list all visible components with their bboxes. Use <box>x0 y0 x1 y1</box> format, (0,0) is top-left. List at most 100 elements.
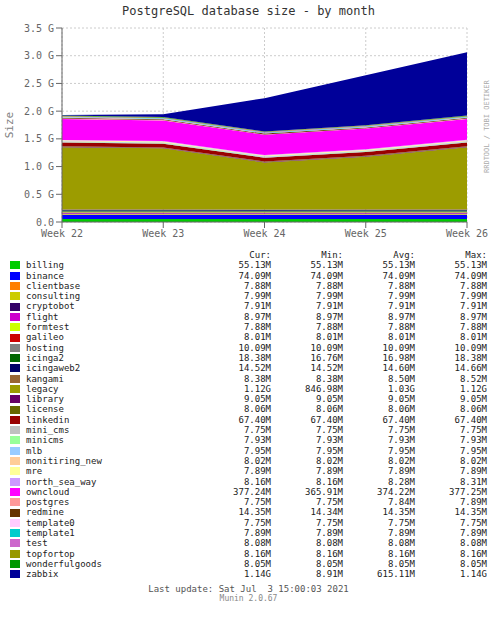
html-text:7.88M: 7.88M <box>315 280 343 291</box>
html-text:67.40M: 67.40M <box>382 414 415 425</box>
html-text:7.88M: 7.88M <box>459 280 487 291</box>
html-text:7.95M: 7.95M <box>387 445 415 456</box>
svg-text:3.0 G: 3.0 G <box>24 50 54 61</box>
html-text:8.06M: 8.06M <box>459 404 487 415</box>
html-text:8.52M: 8.52M <box>459 373 487 384</box>
html-text:7.88M: 7.88M <box>387 280 415 291</box>
svg-text:Week 25: Week 25 <box>345 228 387 239</box>
html-text:PostgreSQL database size - by: PostgreSQL database size - by month <box>122 4 375 18</box>
html-text:846.98M: 846.98M <box>305 383 343 394</box>
html-text:8.01M: 8.01M <box>387 332 415 343</box>
html-text:library: library <box>26 394 64 405</box>
html-text:8.01M: 8.01M <box>315 332 343 343</box>
html-text:8.01M: 8.01M <box>243 332 271 343</box>
html-text:8.97M: 8.97M <box>387 311 415 322</box>
svg-text:1.0 G: 1.0 G <box>24 161 54 172</box>
html-text:55.13M: 55.13M <box>310 260 343 271</box>
svg-text:Week 24: Week 24 <box>243 228 285 239</box>
html-text:7.91M: 7.91M <box>243 301 271 312</box>
svg-text:0.0: 0.0 <box>36 217 54 228</box>
html-text:9.05M: 9.05M <box>459 394 487 405</box>
html-text:7.99M: 7.99M <box>243 291 271 302</box>
html-text:9.05M: 9.05M <box>315 394 343 405</box>
html-text:8.50M: 8.50M <box>387 373 415 384</box>
svg-text:Week 22: Week 22 <box>41 228 83 239</box>
html-text:8.01M: 8.01M <box>459 332 487 343</box>
html-text:billing: billing <box>26 260 64 271</box>
html-text:7.88M: 7.88M <box>243 280 271 291</box>
html-text:7.95M: 7.95M <box>243 445 271 456</box>
html-text:14.52M: 14.52M <box>310 363 343 374</box>
html-text:14.52M: 14.52M <box>238 363 271 374</box>
html-text:clientbase: clientbase <box>26 280 81 291</box>
svg-text:1.5 G: 1.5 G <box>24 133 54 144</box>
html-text:7.93M: 7.93M <box>459 435 487 446</box>
html-text:7.88M: 7.88M <box>459 322 487 333</box>
html-text:7.93M: 7.93M <box>315 435 343 446</box>
html-text:8.06M: 8.06M <box>315 404 343 415</box>
html-text:10.09M: 10.09M <box>238 342 271 353</box>
html-text:74.09M: 74.09M <box>238 270 271 281</box>
html-text:mlb: mlb <box>26 445 43 456</box>
html-text:55.13M: 55.13M <box>238 260 271 271</box>
html-text:8.38M: 8.38M <box>315 373 343 384</box>
html-text:legacy: legacy <box>26 383 59 394</box>
html-text:10.09M: 10.09M <box>310 342 343 353</box>
html-text:7.88M: 7.88M <box>243 322 271 333</box>
html-text:14.66M: 14.66M <box>454 363 487 374</box>
html-text:7.88M: 7.88M <box>387 322 415 333</box>
html-text:14.60M: 14.60M <box>382 363 415 374</box>
html-text:7.99M: 7.99M <box>387 291 415 302</box>
html-text:galileo: galileo <box>26 332 64 343</box>
svg-text:Size: Size <box>8 112 16 139</box>
html-text:55.13M: 55.13M <box>454 260 487 271</box>
html-text:10.09M: 10.09M <box>454 342 487 353</box>
html-text:linkedin: linkedin <box>26 414 70 425</box>
html-text:license: license <box>26 404 64 415</box>
html-text:7.93M: 7.93M <box>243 435 271 446</box>
html-text:10.09M: 10.09M <box>382 342 415 353</box>
html-text:67.40M: 67.40M <box>310 414 343 425</box>
html-text:7.93M: 7.93M <box>387 435 415 446</box>
html-text:1.12G: 1.12G <box>243 383 271 394</box>
html-text:formtest: formtest <box>26 322 70 333</box>
svg-text:Week 26: Week 26 <box>446 228 488 239</box>
html-text:8.06M: 8.06M <box>243 404 271 415</box>
html-text:74.09M: 74.09M <box>382 270 415 281</box>
html-text:8.06M: 8.06M <box>387 404 415 415</box>
html-text:flight: flight <box>26 311 59 322</box>
html-text:hosting: hosting <box>26 342 64 353</box>
html-text:kangami: kangami <box>26 373 64 384</box>
html-text:1.12G: 1.12G <box>459 383 487 394</box>
html-text:7.95M: 7.95M <box>459 445 487 456</box>
html-text:7.91M: 7.91M <box>315 301 343 312</box>
html-text:7.95M: 7.95M <box>315 445 343 456</box>
html-text:9.05M: 9.05M <box>387 394 415 405</box>
html-text:9.05M: 9.05M <box>243 394 271 405</box>
html-text:74.09M: 74.09M <box>454 270 487 281</box>
svg-text:3.5 G: 3.5 G <box>24 23 54 34</box>
html-text:8.97M: 8.97M <box>315 311 343 322</box>
html-text:7.88M: 7.88M <box>315 322 343 333</box>
html-text:7.99M: 7.99M <box>459 291 487 302</box>
html-text:7.99M: 7.99M <box>315 291 343 302</box>
html-text:74.09M: 74.09M <box>310 270 343 281</box>
svg-text:2.5 G: 2.5 G <box>24 78 54 89</box>
svg-text:2.0 G: 2.0 G <box>24 106 54 117</box>
html-text:8.38M: 8.38M <box>243 373 271 384</box>
html-text:55.13M: 55.13M <box>382 260 415 271</box>
html-text:cryptobot: cryptobot <box>26 301 75 312</box>
html-text:67.40M: 67.40M <box>454 414 487 425</box>
html-text:7.91M: 7.91M <box>459 301 487 312</box>
html-text:consulting: consulting <box>26 291 81 302</box>
html-text:8.97M: 8.97M <box>243 311 271 322</box>
html-text:7.91M: 7.91M <box>387 301 415 312</box>
html-text:minicms: minicms <box>26 435 64 446</box>
html-text:binance: binance <box>26 270 64 281</box>
svg-text:0.5 G: 0.5 G <box>24 189 54 200</box>
html-text:67.40M: 67.40M <box>238 414 271 425</box>
svg-text:Week 23: Week 23 <box>142 228 184 239</box>
html-text:icingaweb2: icingaweb2 <box>26 363 81 374</box>
html-text:8.97M: 8.97M <box>459 311 487 322</box>
html-text:1.03G: 1.03G <box>387 383 415 394</box>
